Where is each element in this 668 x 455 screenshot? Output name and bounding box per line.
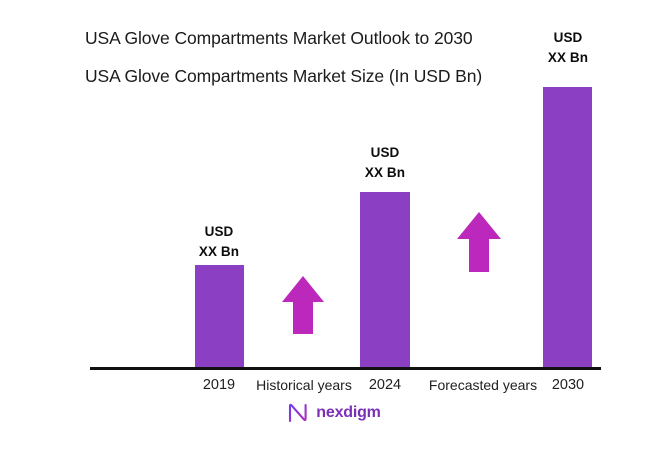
- x-tick-2024: 2024: [368, 377, 402, 393]
- bar-value-label-2030: USD XX Bn: [507, 28, 629, 68]
- bar-value-label-2024-line2: XX Bn: [364, 165, 406, 180]
- bar-value-label-2024-line1: USD: [370, 145, 400, 160]
- chart-title: USA Glove Compartments Market Outlook to…: [85, 28, 473, 48]
- bar-2030[interactable]: [543, 87, 592, 368]
- brand-logo: nexdigm: [0, 403, 668, 423]
- nexdigm-n-icon: [287, 403, 309, 423]
- x-tick-forecasted-years: Forecasted years: [428, 377, 538, 393]
- bar-value-label-2019-line2: XX Bn: [198, 244, 240, 259]
- x-tick-2019: 2019: [202, 377, 236, 393]
- bar-2024[interactable]: [360, 192, 410, 368]
- bar-value-label-2030-line1: USD: [553, 30, 583, 45]
- bar-value-label-2024: USD XX Bn: [324, 143, 446, 183]
- brand-logo-text: nexdigm: [316, 404, 381, 421]
- bar-value-label-2030-line2: XX Bn: [547, 50, 589, 65]
- x-tick-historical-years: Historical years: [256, 377, 352, 393]
- growth-arrow-forecast-icon: [457, 212, 501, 272]
- bar-value-label-2019-line1: USD: [204, 224, 234, 239]
- x-axis-line: [90, 367, 601, 370]
- chart-title-block: USA Glove Compartments Market Outlook to…: [85, 26, 537, 89]
- growth-arrow-historical-icon: [282, 276, 324, 334]
- x-tick-2030: 2030: [551, 377, 585, 393]
- bar-value-label-2019: USD XX Bn: [158, 222, 280, 262]
- chart-subtitle: USA Glove Compartments Market Size (In U…: [85, 66, 483, 86]
- bar-2019[interactable]: [195, 265, 244, 368]
